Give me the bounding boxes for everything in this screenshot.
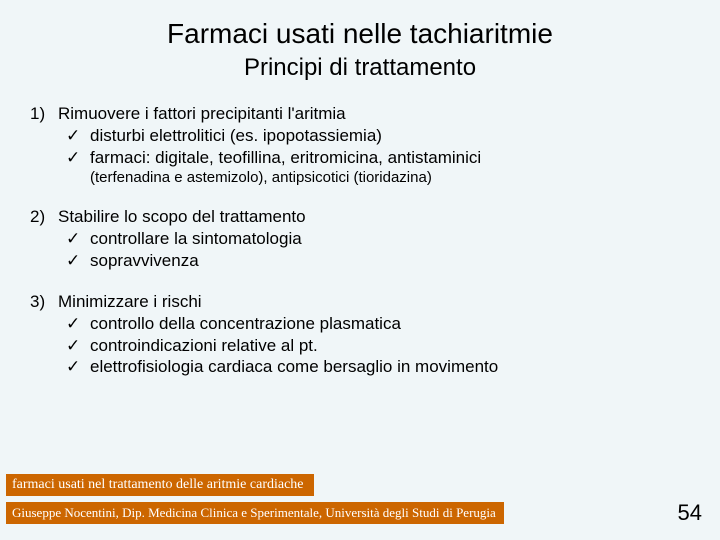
section-row: 1)Rimuovere i fattori precipitanti l'ari… bbox=[30, 104, 700, 187]
sub-item: ✓farmaci: digitale, teofillina, eritromi… bbox=[58, 147, 700, 169]
sub-item-text: disturbi elettrolitici (es. ipopotassiem… bbox=[90, 125, 700, 147]
section-note: (terfenadina e astemizolo), antipsicotic… bbox=[58, 169, 700, 188]
section-row: 2)Stabilire lo scopo del trattamento✓con… bbox=[30, 207, 700, 272]
sub-item-text: farmaci: digitale, teofillina, eritromic… bbox=[90, 147, 700, 169]
footer-author-bar: Giuseppe Nocentini, Dip. Medicina Clinic… bbox=[6, 502, 504, 524]
check-icon: ✓ bbox=[66, 125, 90, 147]
section-heading: Rimuovere i fattori precipitanti l'aritm… bbox=[58, 104, 700, 124]
sub-item-text: elettrofisiologia cardiaca come bersagli… bbox=[90, 356, 700, 378]
slide-title: Farmaci usati nelle tachiaritmie bbox=[20, 18, 700, 50]
check-icon: ✓ bbox=[66, 250, 90, 272]
section-heading: Stabilire lo scopo del trattamento bbox=[58, 207, 700, 227]
section-number: 1) bbox=[30, 104, 58, 124]
section-number: 3) bbox=[30, 292, 58, 312]
check-icon: ✓ bbox=[66, 313, 90, 335]
section-row: 3)Minimizzare i rischi✓controllo della c… bbox=[30, 292, 700, 378]
section-body: Minimizzare i rischi✓controllo della con… bbox=[58, 292, 700, 378]
slide: Farmaci usati nelle tachiaritmie Princip… bbox=[0, 0, 720, 540]
section-body: Stabilire lo scopo del trattamento✓contr… bbox=[58, 207, 700, 272]
sub-item: ✓elettrofisiologia cardiaca come bersagl… bbox=[58, 356, 700, 378]
section: 2)Stabilire lo scopo del trattamento✓con… bbox=[20, 207, 700, 272]
sub-item-text: controllo della concentrazione plasmatic… bbox=[90, 313, 700, 335]
sub-item: ✓controindicazioni relative al pt. bbox=[58, 335, 700, 357]
page-number: 54 bbox=[678, 500, 702, 526]
sub-item: ✓controllare la sintomatologia bbox=[58, 228, 700, 250]
section-heading: Minimizzare i rischi bbox=[58, 292, 700, 312]
section: 1)Rimuovere i fattori precipitanti l'ari… bbox=[20, 104, 700, 187]
check-icon: ✓ bbox=[66, 228, 90, 250]
section-number: 2) bbox=[30, 207, 58, 227]
sub-item-text: sopravvivenza bbox=[90, 250, 700, 272]
sub-item: ✓controllo della concentrazione plasmati… bbox=[58, 313, 700, 335]
sub-item-text: controindicazioni relative al pt. bbox=[90, 335, 700, 357]
section-body: Rimuovere i fattori precipitanti l'aritm… bbox=[58, 104, 700, 187]
slide-subtitle: Principi di trattamento bbox=[20, 54, 700, 82]
section: 3)Minimizzare i rischi✓controllo della c… bbox=[20, 292, 700, 378]
sub-item: ✓sopravvivenza bbox=[58, 250, 700, 272]
sub-item: ✓disturbi elettrolitici (es. ipopotassie… bbox=[58, 125, 700, 147]
check-icon: ✓ bbox=[66, 356, 90, 378]
sub-item-text: controllare la sintomatologia bbox=[90, 228, 700, 250]
footer-topic-bar: farmaci usati nel trattamento delle arit… bbox=[6, 474, 314, 496]
check-icon: ✓ bbox=[66, 335, 90, 357]
sections-container: 1)Rimuovere i fattori precipitanti l'ari… bbox=[20, 104, 700, 378]
check-icon: ✓ bbox=[66, 147, 90, 169]
